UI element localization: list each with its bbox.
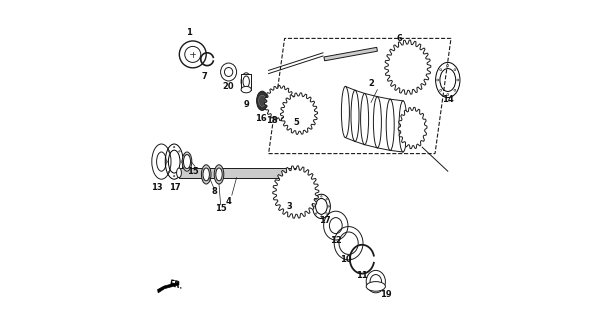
Polygon shape [265, 85, 295, 121]
Text: 11: 11 [356, 271, 368, 280]
Text: 6: 6 [397, 34, 403, 43]
Circle shape [321, 216, 322, 217]
Text: 12: 12 [330, 236, 341, 245]
Circle shape [326, 199, 327, 200]
Circle shape [313, 206, 315, 207]
Circle shape [326, 213, 327, 214]
Ellipse shape [177, 168, 181, 178]
Polygon shape [281, 93, 317, 134]
Text: 18: 18 [266, 116, 278, 124]
Polygon shape [158, 282, 179, 293]
Circle shape [447, 65, 449, 67]
Circle shape [440, 69, 441, 71]
Ellipse shape [203, 168, 209, 181]
Text: 15: 15 [187, 167, 199, 176]
Text: 2: 2 [368, 79, 374, 88]
Text: 17: 17 [319, 216, 330, 225]
Circle shape [181, 161, 182, 162]
Text: FR.: FR. [168, 280, 184, 291]
Text: 8: 8 [212, 188, 218, 196]
Ellipse shape [216, 168, 222, 181]
Circle shape [179, 171, 180, 172]
Circle shape [440, 89, 441, 91]
Text: 9: 9 [243, 100, 249, 109]
Ellipse shape [243, 76, 249, 87]
Polygon shape [179, 168, 297, 178]
Text: 7: 7 [201, 72, 207, 81]
Circle shape [316, 199, 317, 200]
Ellipse shape [214, 165, 223, 184]
Polygon shape [273, 166, 319, 218]
Ellipse shape [366, 270, 386, 293]
Ellipse shape [241, 86, 251, 93]
Circle shape [454, 69, 456, 71]
Text: 17: 17 [169, 183, 181, 192]
Polygon shape [385, 40, 431, 94]
Circle shape [179, 151, 180, 152]
Circle shape [454, 89, 456, 91]
Circle shape [168, 151, 169, 152]
Text: 19: 19 [379, 290, 391, 299]
Text: 14: 14 [442, 95, 454, 104]
Circle shape [328, 206, 330, 207]
Ellipse shape [366, 282, 386, 291]
Ellipse shape [201, 165, 211, 184]
Ellipse shape [184, 155, 190, 169]
Ellipse shape [241, 73, 251, 91]
Text: 5: 5 [293, 118, 299, 127]
Circle shape [447, 93, 449, 95]
Circle shape [316, 213, 317, 214]
Circle shape [166, 161, 168, 162]
Text: 13: 13 [151, 183, 163, 192]
Circle shape [437, 79, 439, 81]
Bar [241, 74, 251, 90]
Text: 20: 20 [223, 82, 235, 91]
Polygon shape [398, 107, 427, 149]
Text: 15: 15 [216, 204, 227, 213]
Ellipse shape [258, 95, 266, 106]
Text: 10: 10 [340, 255, 352, 264]
Ellipse shape [182, 152, 192, 171]
Circle shape [321, 196, 322, 197]
Circle shape [457, 79, 459, 81]
Text: 1: 1 [185, 28, 192, 36]
Text: 4: 4 [226, 197, 231, 206]
Polygon shape [324, 47, 378, 61]
Circle shape [168, 171, 169, 172]
Circle shape [174, 146, 175, 148]
Text: 16: 16 [255, 114, 266, 123]
Ellipse shape [295, 168, 300, 178]
Circle shape [174, 175, 175, 177]
Text: 3: 3 [287, 202, 292, 211]
Ellipse shape [257, 91, 268, 110]
